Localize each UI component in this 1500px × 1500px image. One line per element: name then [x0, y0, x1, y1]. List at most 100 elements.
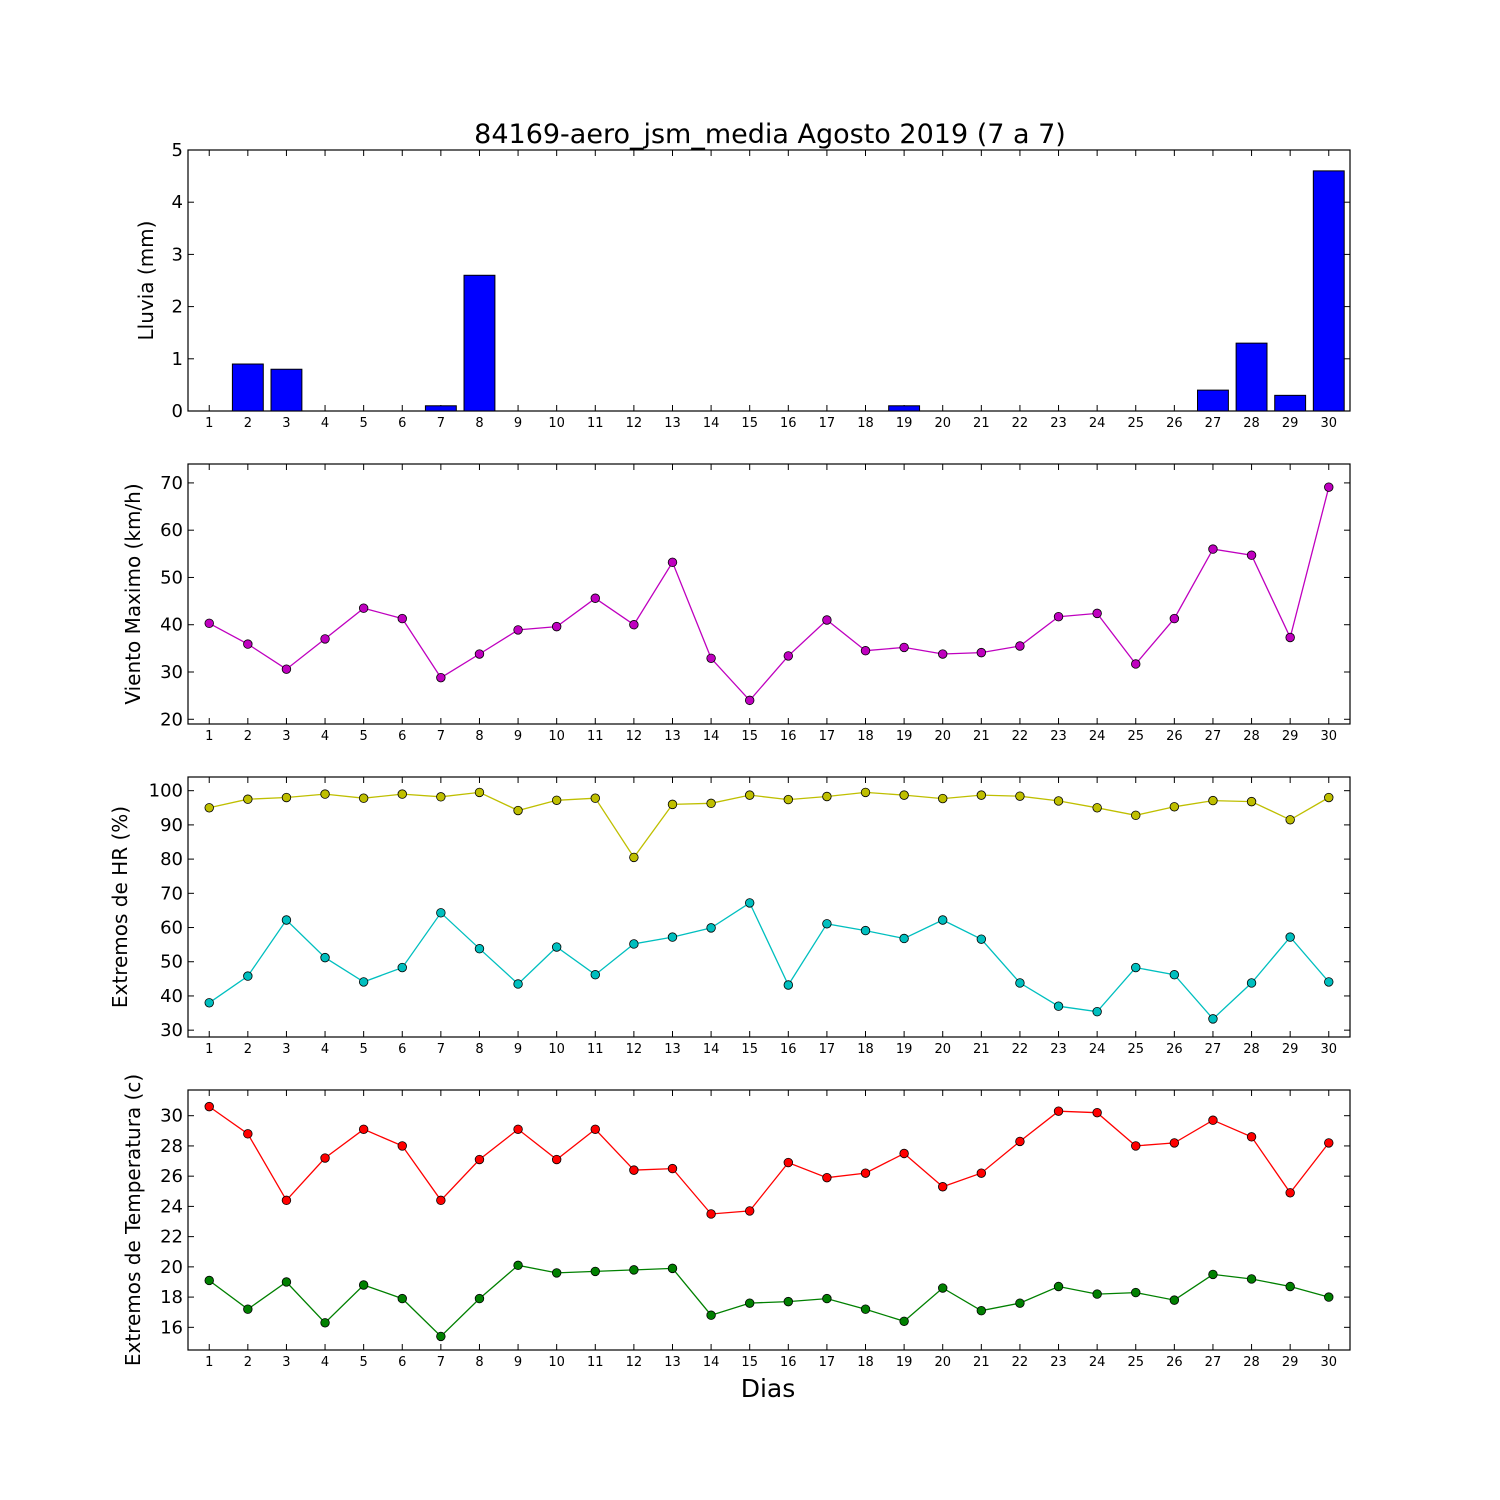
x-tick-label: 5	[360, 1042, 368, 1057]
max-wind-data-point	[474, 649, 485, 659]
x-tick-label: 19	[896, 416, 913, 431]
humidity-data-point	[397, 789, 407, 799]
x-tick-label: 23	[1050, 1042, 1067, 1057]
y-tick-label: 60	[160, 520, 183, 541]
x-tick-label: 13	[664, 1042, 681, 1057]
x-tick-label: 25	[1127, 1042, 1144, 1057]
x-tick-label: 18	[857, 416, 874, 431]
temperature-data-point	[1092, 1289, 1102, 1299]
rain-bar	[1235, 342, 1268, 412]
temperature-data-point	[744, 1298, 755, 1308]
x-tick-label: 17	[819, 729, 836, 744]
y-tick-label: 26	[160, 1166, 183, 1187]
temperature-data-point	[860, 1304, 871, 1314]
temperature-data-point	[590, 1124, 600, 1135]
humidity-data-point	[1169, 802, 1180, 812]
temperature-data-point	[551, 1154, 562, 1165]
x-tick-label: 27	[1205, 416, 1222, 431]
x-tick-label: 23	[1050, 729, 1067, 744]
max-wind-data-point	[706, 653, 716, 663]
x-tick-label: 30	[1320, 1355, 1337, 1370]
max-wind-data-point	[1053, 611, 1064, 622]
x-tick-label: 19	[896, 1355, 913, 1370]
temperature-data-point	[1285, 1188, 1295, 1198]
x-tick-label: 4	[321, 1042, 329, 1057]
temperature-data-point	[1015, 1136, 1025, 1147]
humidity-data-point	[783, 794, 794, 805]
max-wind-data-point	[976, 647, 987, 658]
x-tick-label: 8	[475, 416, 483, 431]
x-tick-label: 19	[896, 1042, 913, 1057]
rain-bar	[888, 405, 921, 412]
max-wind-y-axis-label: Viento Maximo (km/h)	[121, 483, 145, 704]
max-wind-data-point	[204, 618, 214, 629]
humidity-data-point	[822, 791, 832, 802]
humidity-data-point	[1246, 978, 1257, 988]
temperature-axes-frame	[187, 1089, 1351, 1351]
max-wind-data-point	[513, 625, 523, 635]
max-wind-data-point	[860, 646, 871, 656]
y-tick-label: 2	[172, 297, 183, 318]
x-tick-label: 25	[1127, 416, 1144, 431]
temperature-data-point	[1169, 1138, 1180, 1148]
x-tick-label: 27	[1205, 1042, 1222, 1057]
y-tick-label: 20	[160, 1257, 183, 1278]
x-tick-label: 17	[819, 416, 836, 431]
y-tick-label: 22	[160, 1227, 183, 1248]
max-wind-data-point	[320, 634, 330, 644]
humidity-data-point	[397, 962, 407, 973]
x-tick-label: 18	[857, 1355, 874, 1370]
x-tick-label: 24	[1089, 729, 1106, 744]
max-wind-data-point	[1324, 482, 1334, 492]
x-tick-label: 2	[244, 416, 252, 431]
y-tick-label: 40	[160, 615, 183, 636]
max-wind-data-point	[397, 613, 407, 624]
y-tick-label: 20	[160, 709, 183, 730]
humidity-data-point	[1285, 932, 1295, 942]
x-tick-label: 13	[664, 416, 681, 431]
y-tick-label: 70	[160, 883, 183, 904]
x-tick-label: 30	[1320, 1042, 1337, 1057]
temperature-data-point	[436, 1331, 446, 1342]
x-tick-label: 15	[741, 1355, 758, 1370]
humidity-data-point	[1092, 803, 1102, 813]
x-tick-label: 10	[548, 416, 565, 431]
x-tick-label: 21	[973, 729, 990, 744]
x-tick-label: 29	[1282, 1355, 1299, 1370]
x-tick-label: 2	[244, 1042, 252, 1057]
x-tick-label: 14	[703, 729, 720, 744]
temperature-data-point	[358, 1280, 369, 1290]
x-tick-label: 22	[1012, 416, 1029, 431]
x-tick-label: 4	[321, 729, 329, 744]
humidity-data-point	[1169, 970, 1180, 980]
humidity-data-point	[1246, 796, 1257, 807]
humidity-data-point	[899, 933, 909, 944]
x-tick-label: 29	[1282, 416, 1299, 431]
humidity-data-point	[1053, 1001, 1064, 1011]
humidity-y-axis-label: Extremos de HR (%)	[108, 806, 132, 1008]
humidity-data-point	[860, 787, 871, 798]
x-tick-label: 26	[1166, 1042, 1183, 1057]
humidity-data-point	[899, 790, 909, 800]
max-wind-data-point	[783, 651, 794, 661]
temperature-data-point	[667, 1163, 678, 1174]
humidity-axes-frame	[187, 776, 1351, 1038]
max-wind-series-line-1	[208, 487, 1330, 702]
humidity-data-point	[281, 792, 292, 803]
temperature-data-point	[243, 1304, 253, 1314]
humidity-data-point	[590, 793, 600, 803]
temperature-series-line-1	[208, 1106, 1330, 1215]
temperature-data-point	[976, 1305, 987, 1316]
x-tick-label: 28	[1243, 1355, 1260, 1370]
max-wind-data-point	[1246, 550, 1257, 560]
temperature-data-point	[551, 1268, 562, 1278]
humidity-data-point	[706, 798, 716, 809]
temperature-data-point	[1324, 1138, 1334, 1148]
rain-bar	[270, 368, 303, 412]
humidity-data-point	[513, 979, 523, 989]
temperature-data-point	[783, 1296, 794, 1307]
x-tick-label: 20	[934, 729, 951, 744]
temperature-data-point	[938, 1182, 948, 1192]
x-tick-label: 8	[475, 1042, 483, 1057]
